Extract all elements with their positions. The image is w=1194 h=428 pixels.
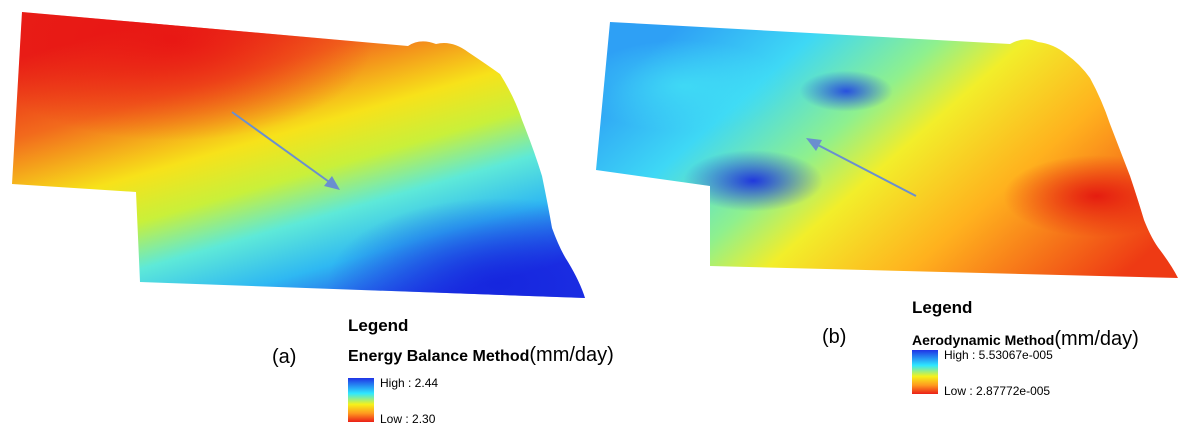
color-ramp [912, 350, 938, 394]
legend-high-label: High : 2.44 [380, 376, 439, 390]
trend-arrow-a [231, 111, 340, 190]
legend-title: Legend [912, 298, 973, 317]
map-panel-energy-balance: (a) Legend Energy Balance Method(mm/day)… [12, 12, 614, 426]
nebraska-shape-a [12, 12, 585, 298]
energy-balance-map [12, 12, 585, 298]
legend-high-label: High : 5.53067e-005 [944, 348, 1053, 362]
method-title: Aerodynamic Method(mm/day) [912, 328, 1139, 351]
map-panel-aerodynamic: (b) Legend Aerodynamic Method(mm/day) Hi… [590, 0, 1194, 428]
method-name: Aerodynamic Method [912, 332, 1055, 348]
method-title: Energy Balance Method(mm/day) [348, 344, 614, 367]
legend-low-label: Low : 2.30 [380, 412, 436, 426]
unit-label: (mm/day) [1054, 328, 1139, 350]
legend-low-label: Low : 2.87772e-005 [944, 384, 1051, 398]
trend-arrow-b [806, 138, 917, 197]
nebraska-shape-b [596, 22, 1178, 278]
method-name: Energy Balance Method [348, 348, 530, 365]
color-ramp [348, 378, 374, 422]
legend-title: Legend [348, 316, 409, 335]
panel-label: (b) [822, 326, 847, 348]
unit-label: (mm/day) [529, 344, 614, 366]
panel-label: (a) [272, 346, 297, 368]
aerodynamic-map [596, 22, 1178, 278]
